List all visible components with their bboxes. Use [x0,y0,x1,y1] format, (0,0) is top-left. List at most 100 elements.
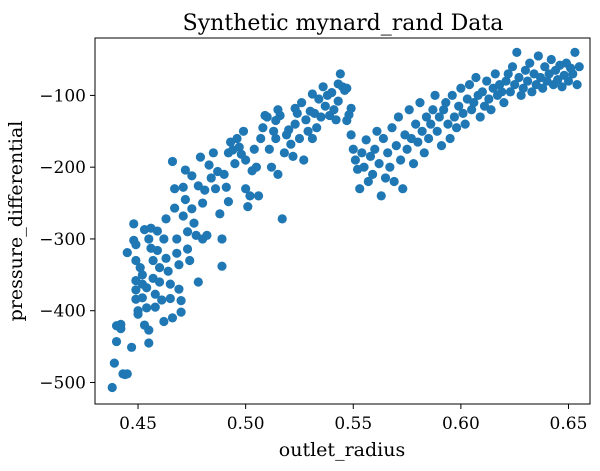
data-point [432,126,442,136]
data-point [217,261,227,271]
data-point [486,105,496,115]
data-point [574,62,584,72]
data-point [380,173,391,183]
data-point [269,126,279,136]
data-point [122,369,132,379]
data-point [180,194,190,205]
data-point [144,338,154,348]
data-point [503,69,513,79]
data-point [219,169,229,179]
data-point [460,119,470,129]
data-point [165,279,175,289]
chart-title: Synthetic mynard_rand Data [183,11,504,36]
data-point [144,234,154,244]
data-point [154,277,165,287]
data-point [185,255,195,266]
data-point [230,158,240,169]
data-point [159,234,169,244]
data-point [221,182,231,192]
data-point [329,105,339,115]
data-point [187,204,197,214]
data-point [264,144,274,154]
data-point [449,112,460,122]
data-point [378,133,388,144]
data-point [217,234,227,244]
data-point [361,135,371,145]
data-point [482,76,492,86]
data-point [297,97,307,108]
data-point [167,313,178,323]
data-point [150,289,160,299]
data-point [290,119,300,129]
data-point [137,270,147,280]
data-point [335,69,345,79]
data-point [131,240,141,250]
data-point [456,83,466,93]
data-point [507,62,518,72]
data-point [359,162,369,172]
data-point [200,185,210,195]
data-point [464,80,475,90]
data-point [172,248,182,258]
data-point [320,101,330,111]
data-point [387,123,397,133]
data-point [135,263,145,273]
data-point [396,155,406,165]
data-point [277,214,287,224]
data-point [210,184,221,194]
data-point [241,184,251,194]
data-point [170,184,180,194]
data-point [301,115,311,125]
data-point [165,293,175,304]
data-point [533,51,543,61]
data-point [469,97,479,108]
data-point [223,197,234,207]
data-point [292,108,302,118]
data-point [557,82,567,92]
data-point [249,144,259,154]
y-tick-label: −100 [39,86,86,106]
data-point [475,112,485,122]
data-point [499,97,509,108]
data-point [131,285,141,295]
data-point [365,151,376,162]
data-point [238,126,249,136]
data-point [154,263,165,273]
data-point [568,69,578,79]
data-point [505,87,515,97]
data-point [176,307,186,317]
y-tick-label: −200 [39,158,86,178]
y-tick-label: −500 [39,373,86,393]
data-point [137,293,147,303]
data-point [497,87,507,97]
data-point [385,162,395,172]
data-point [262,112,272,122]
data-point [342,83,352,93]
data-point [116,324,126,334]
y-axis-label: pressure_differential [5,121,27,322]
data-point [241,155,251,165]
data-point [204,160,214,170]
data-point [157,295,167,305]
data-point [279,148,289,158]
data-point [198,198,208,208]
data-point [195,152,206,162]
data-point [546,54,556,65]
data-point [299,155,309,165]
data-point [443,119,453,129]
data-point [161,214,171,224]
data-point [389,176,399,187]
data-point [182,244,193,254]
data-point [346,103,356,113]
data-point [133,309,143,319]
data-point [383,148,393,158]
data-point [150,302,160,312]
data-point [441,97,451,108]
data-point [163,266,173,276]
data-point [355,184,365,194]
x-tick-label: 0.50 [227,414,265,434]
data-point [307,133,317,144]
data-point [525,58,535,68]
data-point [206,173,216,183]
